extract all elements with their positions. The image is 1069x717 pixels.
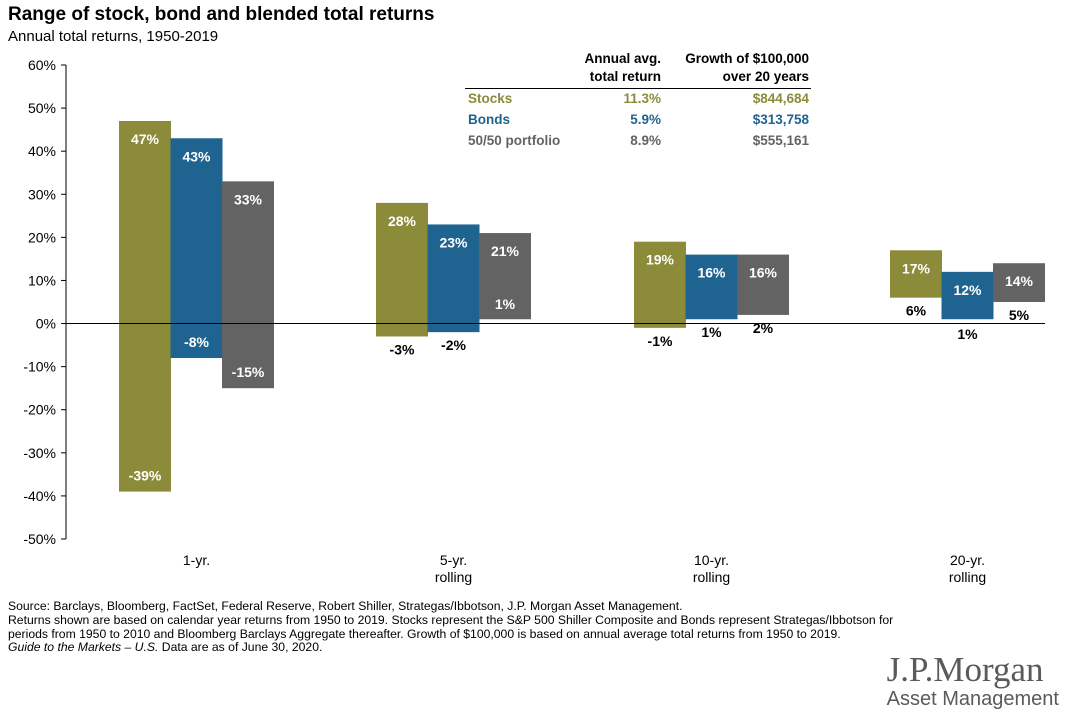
table-header-growth-line1: Growth of $100,000: [685, 51, 809, 66]
range-bar: [479, 233, 531, 320]
x-category-label: 5-yr.: [440, 552, 467, 568]
y-tick-label: -30%: [23, 445, 56, 461]
range-bar: [634, 241, 686, 328]
footnotes: Source: Barclays, Bloomberg, FactSet, Fe…: [8, 599, 908, 655]
range-bar: [427, 224, 480, 333]
bar-high-label: 47%: [131, 131, 160, 147]
bar-low-label: 1%: [957, 326, 978, 342]
table-header-avg: Annual avg. total return: [565, 50, 661, 86]
range-bar: [941, 271, 994, 320]
y-tick-label: -10%: [23, 359, 56, 375]
bar-high-label: 12%: [953, 282, 982, 298]
range-bar-chart: -50% -40% -30% -20% -10% 0% 10% 20% 30% 40% 50% 60%…: [23, 57, 1045, 585]
table-row-growth: $555,161: [752, 133, 809, 148]
bar-high-label: 16%: [697, 265, 726, 281]
table-header-avg-line2: total return: [589, 69, 661, 84]
range-bar: [737, 254, 789, 315]
footnote-guide-date: Data are as of June 30, 2020.: [158, 640, 323, 655]
footnote-methodology: Returns shown are based on calendar year…: [8, 612, 894, 641]
table-row-label: Stocks: [468, 91, 513, 106]
y-tick-label: 30%: [28, 186, 56, 202]
y-tick-label: 60%: [28, 57, 56, 73]
y-tick-label: 0%: [36, 316, 56, 332]
table-row-growth: $844,684: [752, 91, 809, 106]
bar-high-label: 17%: [902, 260, 931, 276]
bar-low-label: -3%: [390, 341, 415, 357]
x-category-label: rolling: [693, 569, 730, 585]
range-bar: [222, 181, 274, 389]
y-tick-label: 10%: [28, 272, 56, 288]
x-category-label: 20-yr.: [950, 552, 985, 568]
bar-high-label: 33%: [234, 191, 263, 207]
bar-low-label: -39%: [129, 468, 162, 484]
bar-high-label: 16%: [749, 265, 778, 281]
chart-title: Range of stock, bond and blended total r…: [8, 4, 435, 25]
bar-low-label: 1%: [495, 296, 516, 312]
bar-high-label: 21%: [491, 243, 520, 259]
table-header-rule: [465, 88, 811, 89]
y-tick-label: 40%: [28, 143, 56, 159]
footnote-guide: Guide to the Markets – U.S. Data are as …: [8, 640, 908, 655]
bar-low-label: 5%: [1009, 307, 1030, 323]
bar-high-label: 19%: [646, 252, 675, 268]
table-row-avg: 11.3%: [623, 91, 661, 106]
bar-low-label: 2%: [753, 320, 774, 336]
bar-low-label: -1%: [648, 333, 673, 349]
x-category-label: rolling: [435, 569, 472, 585]
bar-low-label: -2%: [441, 337, 466, 353]
table-row-growth: $313,758: [752, 112, 809, 127]
bar-high-label: 23%: [439, 234, 468, 250]
jpmorgan-logo: J.P.Morgan Asset Management: [886, 650, 1059, 711]
bar-high-label: 28%: [388, 213, 417, 229]
y-tick-label: -40%: [23, 488, 56, 504]
footnote-guide-title: Guide to the Markets – U.S.: [8, 640, 159, 655]
bar-high-label: 43%: [182, 148, 211, 164]
y-tick-label: 50%: [28, 100, 56, 116]
range-bar: [993, 263, 1045, 302]
y-tick-label: 20%: [28, 229, 56, 245]
logo-brand: J.P.Morgan: [886, 650, 1044, 689]
table-row-avg: 8.9%: [630, 133, 661, 148]
x-category-label: 10-yr.: [694, 552, 729, 568]
table-row-avg: 5.9%: [630, 112, 661, 127]
y-tick-label: -20%: [23, 402, 56, 418]
footnote-source: Source: Barclays, Bloomberg, FactSet, Fe…: [8, 599, 683, 613]
table-row-label: 50/50 portfolio: [468, 133, 561, 148]
x-category-label: rolling: [949, 569, 986, 585]
bar-low-label: -8%: [184, 334, 209, 350]
table-header-growth-line2: over 20 years: [722, 69, 809, 84]
x-category-label: 1-yr.: [183, 552, 210, 568]
chart-subtitle: Annual total returns, 1950-2019: [8, 28, 219, 45]
range-bar: [376, 202, 428, 337]
range-bar: [119, 121, 171, 492]
y-tick-label: -50%: [23, 531, 56, 547]
range-bar: [170, 138, 223, 359]
table-header-growth: Growth of $100,000 over 20 years: [665, 50, 809, 86]
logo-sub: Asset Management: [886, 688, 1059, 710]
bar-low-label: 1%: [701, 324, 722, 340]
table-header-avg-line1: Annual avg.: [584, 51, 661, 66]
range-bar: [685, 254, 738, 320]
table-row-label: Bonds: [468, 112, 510, 127]
bar-low-label: 6%: [906, 303, 927, 319]
bar-low-label: -15%: [232, 364, 265, 380]
bar-high-label: 14%: [1005, 273, 1034, 289]
range-bar: [890, 250, 942, 298]
